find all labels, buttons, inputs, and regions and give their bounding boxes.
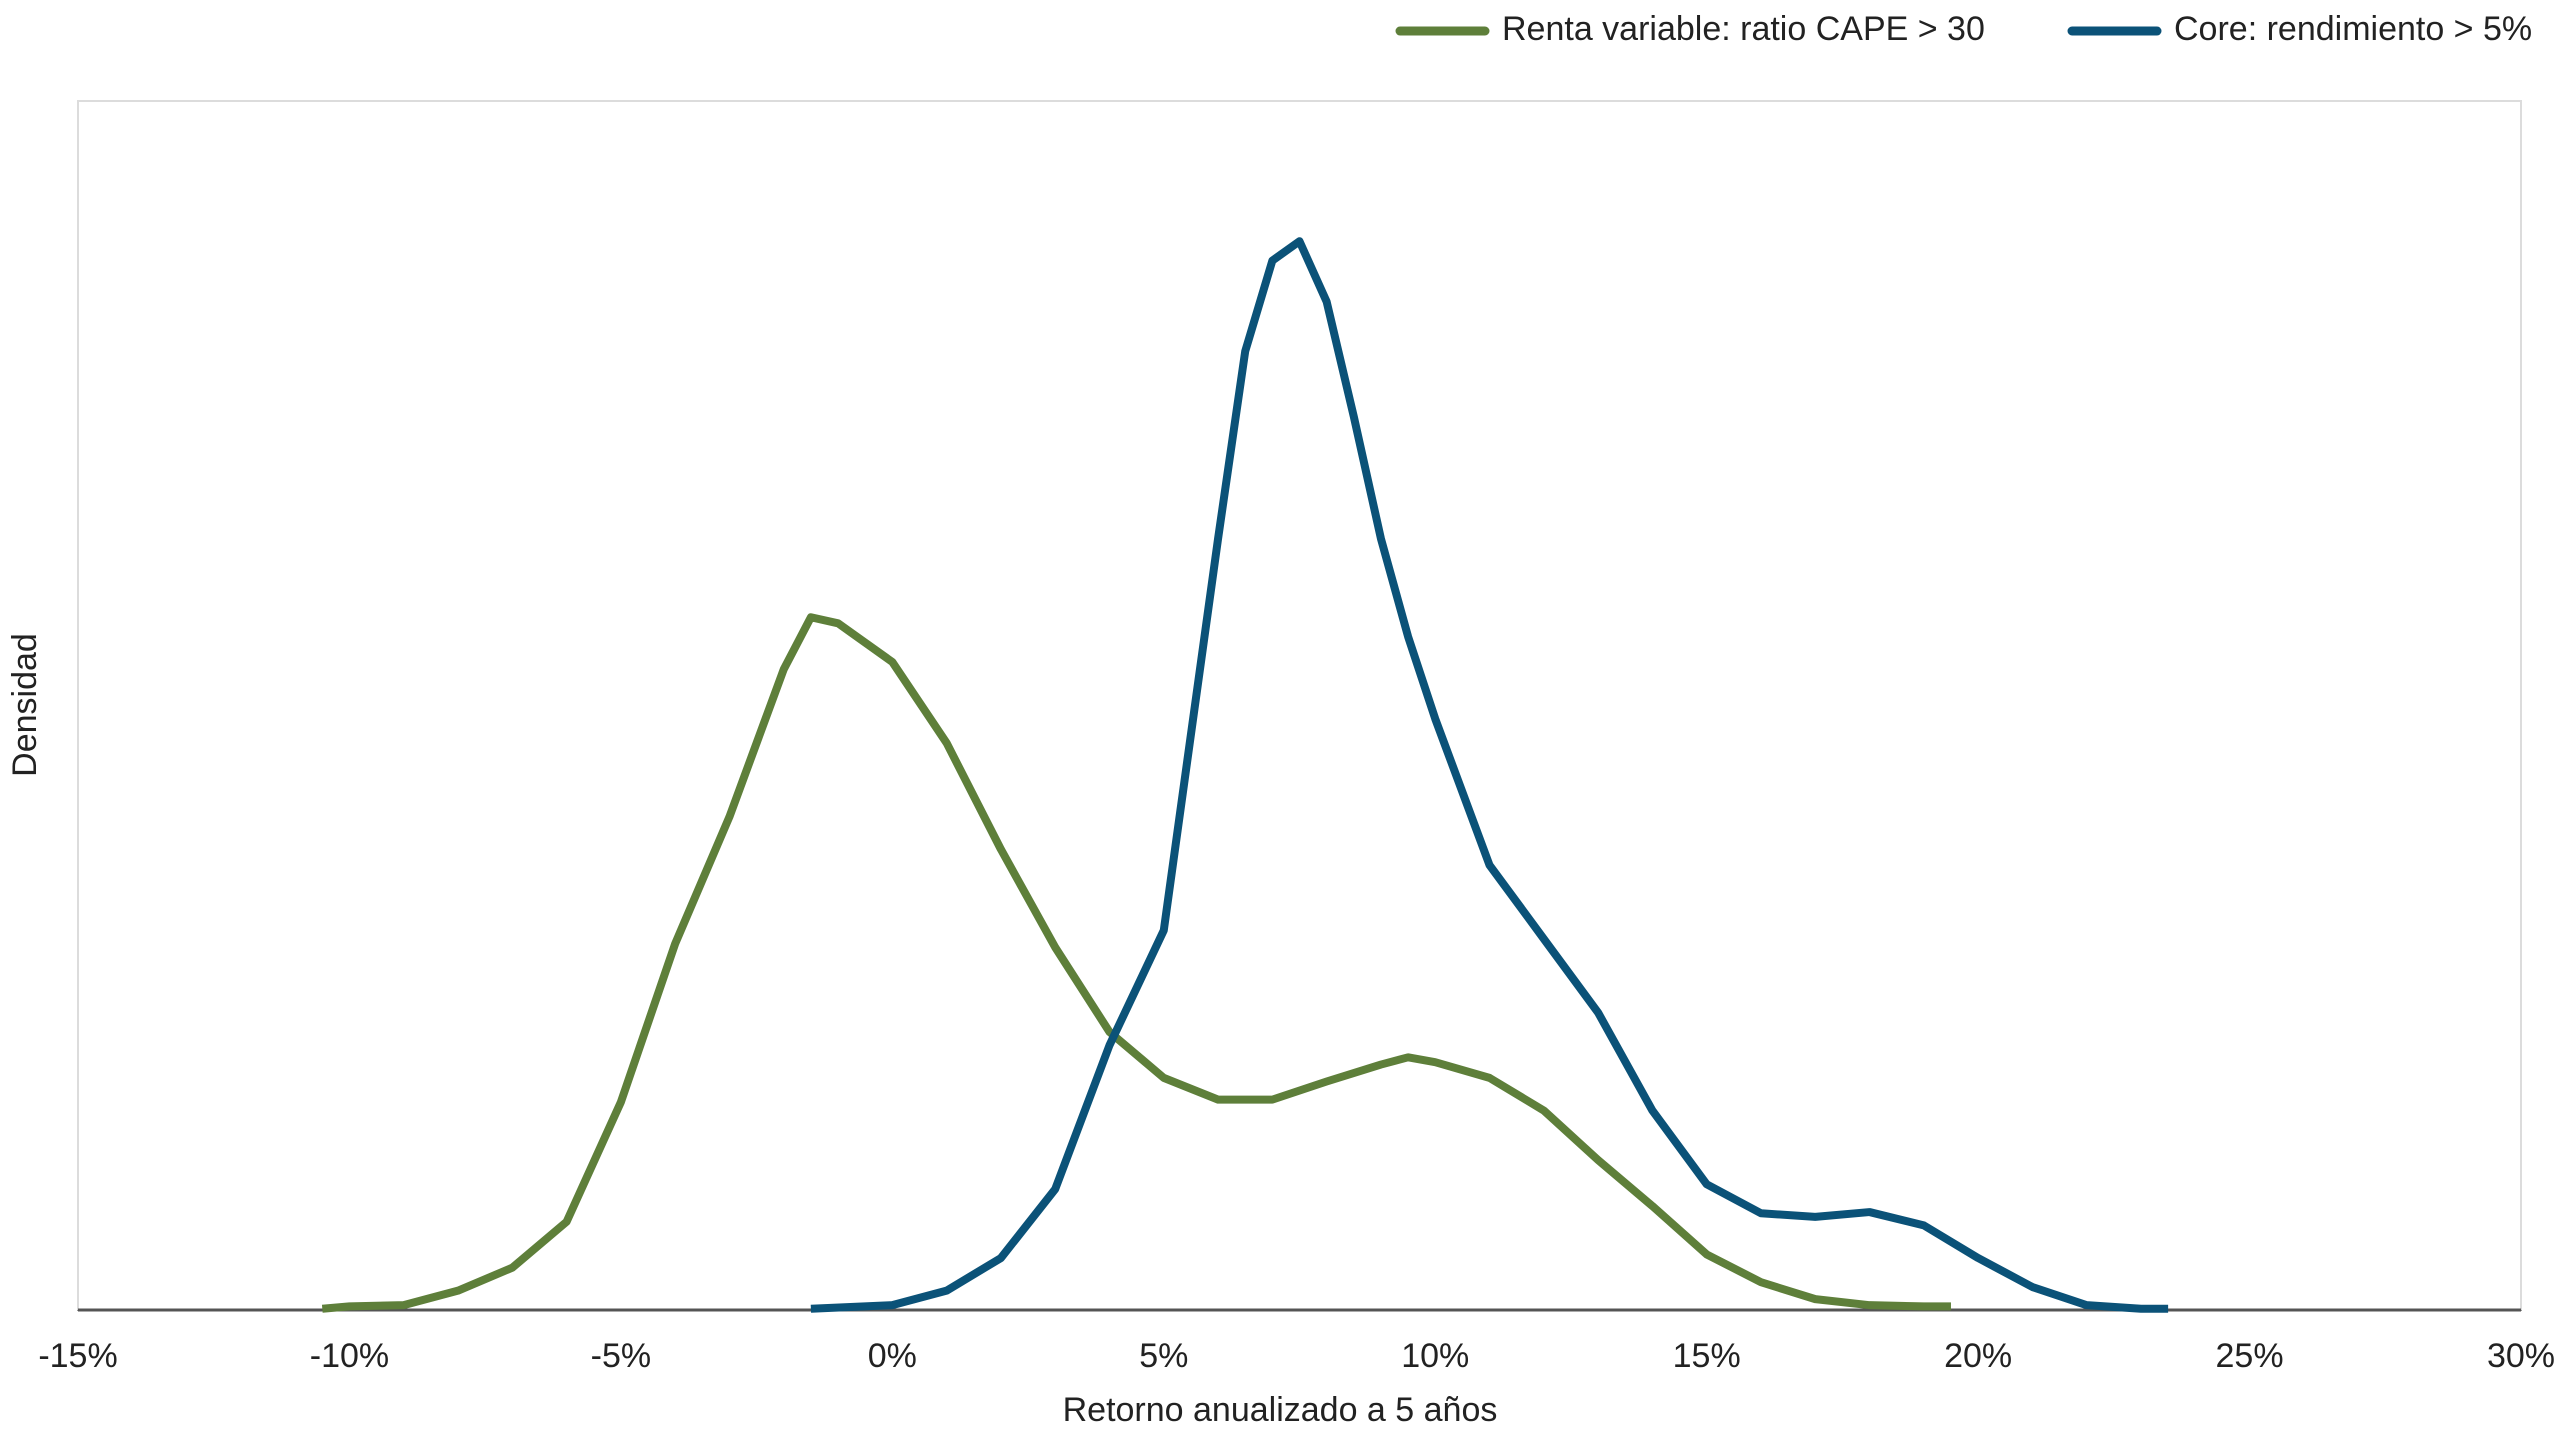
x-tick-label: 5% xyxy=(1139,1337,1188,1375)
density-line xyxy=(810,237,2169,1313)
x-tick-label: 30% xyxy=(2487,1337,2555,1375)
x-tick-label: -5% xyxy=(591,1337,651,1375)
y-axis-title: Densidad xyxy=(6,633,44,777)
x-tick-label: 10% xyxy=(1401,1337,1469,1375)
x-tick-label: -15% xyxy=(38,1337,117,1375)
x-tick-label: -10% xyxy=(310,1337,389,1375)
legend-label: Renta variable: ratio CAPE > 30 xyxy=(1502,10,1985,48)
x-tick-label: 15% xyxy=(1673,1337,1741,1375)
x-tick-label: 20% xyxy=(1944,1337,2012,1375)
x-tick-label: 0% xyxy=(868,1337,917,1375)
x-tick-label: 25% xyxy=(2216,1337,2284,1375)
plot-area xyxy=(77,100,2522,1311)
x-axis-title: Retorno anualizado a 5 años xyxy=(1063,1391,1498,1429)
legend-label: Core: rendimiento > 5% xyxy=(2174,10,2532,48)
density-line xyxy=(321,613,1951,1313)
